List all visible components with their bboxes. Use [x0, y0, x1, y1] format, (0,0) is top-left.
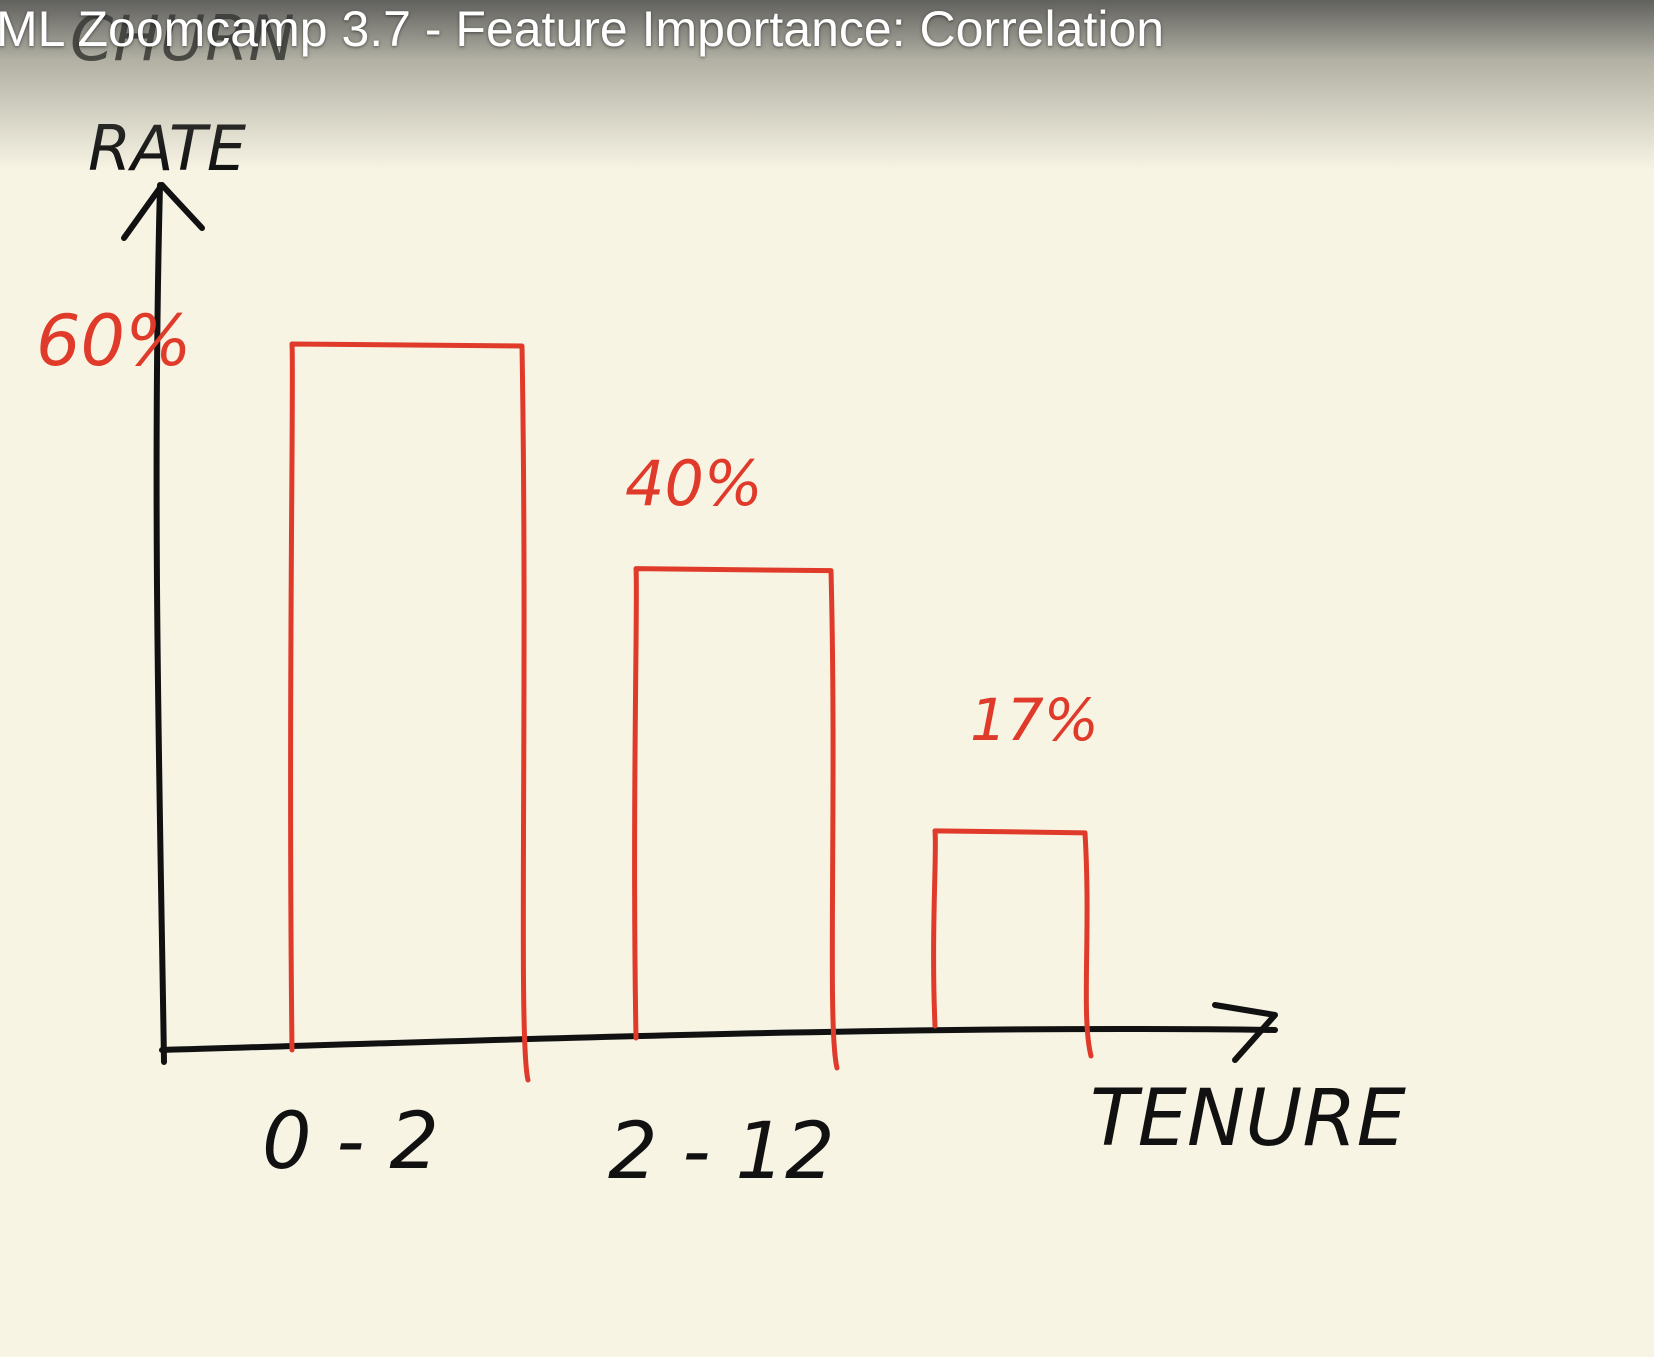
- category-label-2: 2 - 12: [608, 1107, 835, 1197]
- chart-bars: [288, 341, 1094, 1083]
- x-axis-label: TENURE: [1090, 1074, 1407, 1164]
- bar-2: [632, 566, 840, 1071]
- x-axis-line: [159, 1026, 1278, 1053]
- y-axis-label: CHURN RATE: [70, 2, 295, 185]
- category-label-1: 0 - 2: [262, 1097, 439, 1187]
- chart-labels: CHURN RATE TENURE 60% 40% 17% 0 - 2 2 - 12: [36, 2, 1407, 1197]
- bar-1: [288, 341, 531, 1083]
- data-label-1: 60%: [36, 300, 192, 382]
- y-axis-label-line2: RATE: [88, 112, 247, 185]
- x-axis-arrowhead: [1212, 1002, 1278, 1063]
- y-axis-label-line1: CHURN: [70, 2, 295, 75]
- y-axis-line: [153, 182, 167, 1065]
- data-label-2: 40%: [625, 447, 763, 520]
- bar-3: [931, 828, 1094, 1059]
- chart-axes: [121, 182, 1278, 1065]
- data-label-3: 17%: [970, 686, 1099, 754]
- y-axis-arrowhead: [121, 182, 205, 241]
